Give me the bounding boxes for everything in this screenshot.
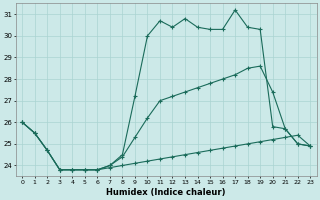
X-axis label: Humidex (Indice chaleur): Humidex (Indice chaleur) (107, 188, 226, 197)
